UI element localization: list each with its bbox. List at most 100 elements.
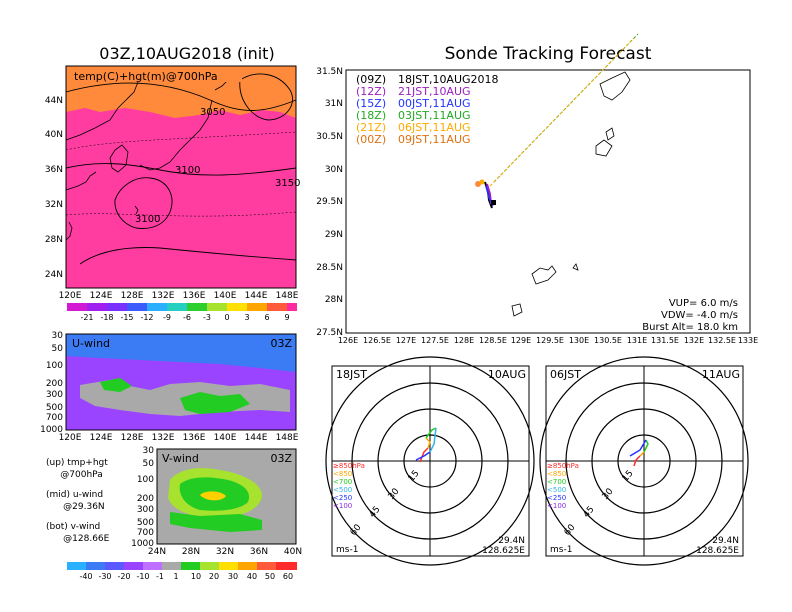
- init-temp-contours: [65, 131, 297, 217]
- vwind-p-50: 50: [143, 459, 155, 469]
- track-lon: 133E: [738, 336, 758, 345]
- track-lat: 27.5N: [316, 328, 343, 338]
- track-lon: 131E: [627, 336, 647, 345]
- wind-cbar-label: -30: [98, 572, 111, 581]
- vwind-p-1000: 1000: [131, 539, 154, 549]
- uwind-p-200: 200: [46, 379, 63, 389]
- uwind-title: U-wind: [72, 337, 110, 350]
- init-lat-24N: 24N: [45, 270, 63, 280]
- vwind-p-700: 700: [137, 528, 154, 538]
- init-colorbar: [67, 303, 297, 311]
- note-line: (bot) v-wind: [46, 522, 101, 532]
- legend-time-09z: 18JST,10AUG2018: [398, 73, 499, 86]
- legend-time-00z: 09JST,11AUG: [398, 133, 471, 146]
- uwind-lon-128E: 128E: [121, 433, 144, 443]
- track-lon: 127.5E: [421, 336, 449, 345]
- hodo-right-legend: <500: [547, 486, 566, 494]
- hodo-left-trace: [415, 427, 437, 463]
- init-coastlines: [65, 71, 233, 241]
- init-lat-28N: 28N: [45, 235, 63, 245]
- hodo-left-legend: <700: [333, 478, 352, 486]
- hodo-right-legend: ≥850hPa: [547, 462, 579, 470]
- hodo-left-legend: <250: [333, 494, 352, 502]
- hodo-right-date: 11AUG: [702, 368, 740, 381]
- trajectory-orange: [489, 37, 635, 187]
- init-lon-124E: 124E: [90, 291, 113, 301]
- track-lat: 31N: [325, 99, 343, 109]
- vwind-yellow-core: [200, 491, 226, 501]
- hodo-right-lon: 128.625E: [696, 546, 739, 556]
- hodo-left-lon: 128.625E: [482, 546, 525, 556]
- init-cbar-label: 9: [284, 313, 289, 322]
- init-lat-32N: 32N: [45, 200, 63, 210]
- hodo-right-lat: 29.4N: [712, 536, 739, 546]
- track-lon: 126.5E: [363, 336, 391, 345]
- init-title: 03Z,10AUG2018 (init): [99, 44, 275, 63]
- init-lat-40N: 40N: [45, 130, 63, 140]
- track-lat: 30N: [325, 165, 343, 175]
- uwind-green-region-2: [180, 392, 250, 414]
- init-cbar-label: -6: [183, 313, 191, 322]
- uwind-p-30: 30: [52, 331, 64, 341]
- note-line: @700hPa: [46, 470, 103, 480]
- init-lon-132E: 132E: [152, 291, 175, 301]
- track-lat: 30.5N: [316, 132, 343, 142]
- track-lat: 31.5N: [316, 67, 343, 77]
- init-cbar-label: -9: [163, 313, 171, 322]
- init-cbar-label: 0: [224, 313, 229, 322]
- uwind-lon-140E: 140E: [214, 433, 237, 443]
- track-lat: 28N: [325, 295, 343, 305]
- legend-code-21z: (21Z): [356, 121, 386, 134]
- init-lat-36N: 36N: [45, 165, 63, 175]
- note-line: @128.66E: [46, 534, 110, 544]
- init-cbar-label: -15: [120, 313, 133, 322]
- init-cbar-label: 6: [264, 313, 269, 322]
- track-lat: 29.5N: [316, 197, 343, 207]
- note-line: (mid) u-wind: [46, 490, 104, 500]
- wind-cbar-label: 50: [265, 572, 275, 581]
- uwind-lon-120E: 120E: [59, 433, 82, 443]
- uwind-lon-132E: 132E: [152, 433, 175, 443]
- wind-cbar-label: 20: [209, 572, 219, 581]
- vwind-p-100: 100: [137, 475, 154, 485]
- hodo-left-date: 10AUG: [488, 368, 526, 381]
- contour-label-3150: 3150: [275, 178, 300, 189]
- tracking-title: Sonde Tracking Forecast: [444, 44, 652, 64]
- track-lon: 128E: [454, 336, 474, 345]
- track-lon: 129E: [511, 336, 531, 345]
- uwind-p-300: 300: [46, 390, 63, 400]
- contour-label-3100-north: 3100: [175, 165, 200, 176]
- wind-cbar-label: -1: [156, 572, 164, 581]
- wind-cbar-label: -40: [79, 572, 92, 581]
- init-cbar-label: -3: [203, 313, 211, 322]
- wind-colorbar: [67, 562, 297, 570]
- hodo-left-legend: <850: [333, 470, 352, 478]
- init-lon-144E: 144E: [245, 291, 268, 301]
- vwind-p-500: 500: [137, 518, 154, 528]
- track-lon: 131.5E: [651, 336, 679, 345]
- track-lon: 132.5E: [708, 336, 736, 345]
- note-line: @29.36N: [46, 502, 105, 512]
- init-cbar-label: -21: [80, 313, 93, 322]
- legend-code-12z: (12Z): [356, 85, 386, 98]
- param-vup: VUP= 6.0 m/s: [669, 298, 738, 309]
- track-lon: 130E: [569, 336, 589, 345]
- track-lon: 130.5E: [594, 336, 622, 345]
- legend-time-18z: 03JST,11AUG: [398, 109, 471, 122]
- init-cbar-label: 3: [244, 313, 249, 322]
- hodo-left-legend: <500: [333, 486, 352, 494]
- init-lon-140E: 140E: [214, 291, 237, 301]
- init-cbar-label: -12: [140, 313, 153, 322]
- track-lon: 132E: [684, 336, 704, 345]
- hodo-left-time: 18JST: [336, 368, 367, 381]
- vwind-lat-24N: 24N: [148, 547, 166, 557]
- uwind-time: 03Z: [270, 337, 292, 350]
- wind-cbar-label: -10: [136, 572, 149, 581]
- wind-cbar-label: 10: [191, 572, 201, 581]
- track-lat: 29N: [325, 230, 343, 240]
- init-lon-148E: 148E: [276, 291, 299, 301]
- param-vdw: VDW= -4.0 m/s: [661, 310, 738, 321]
- vwind-p-30: 30: [143, 446, 155, 456]
- uwind-p-1000: 1000: [40, 425, 63, 435]
